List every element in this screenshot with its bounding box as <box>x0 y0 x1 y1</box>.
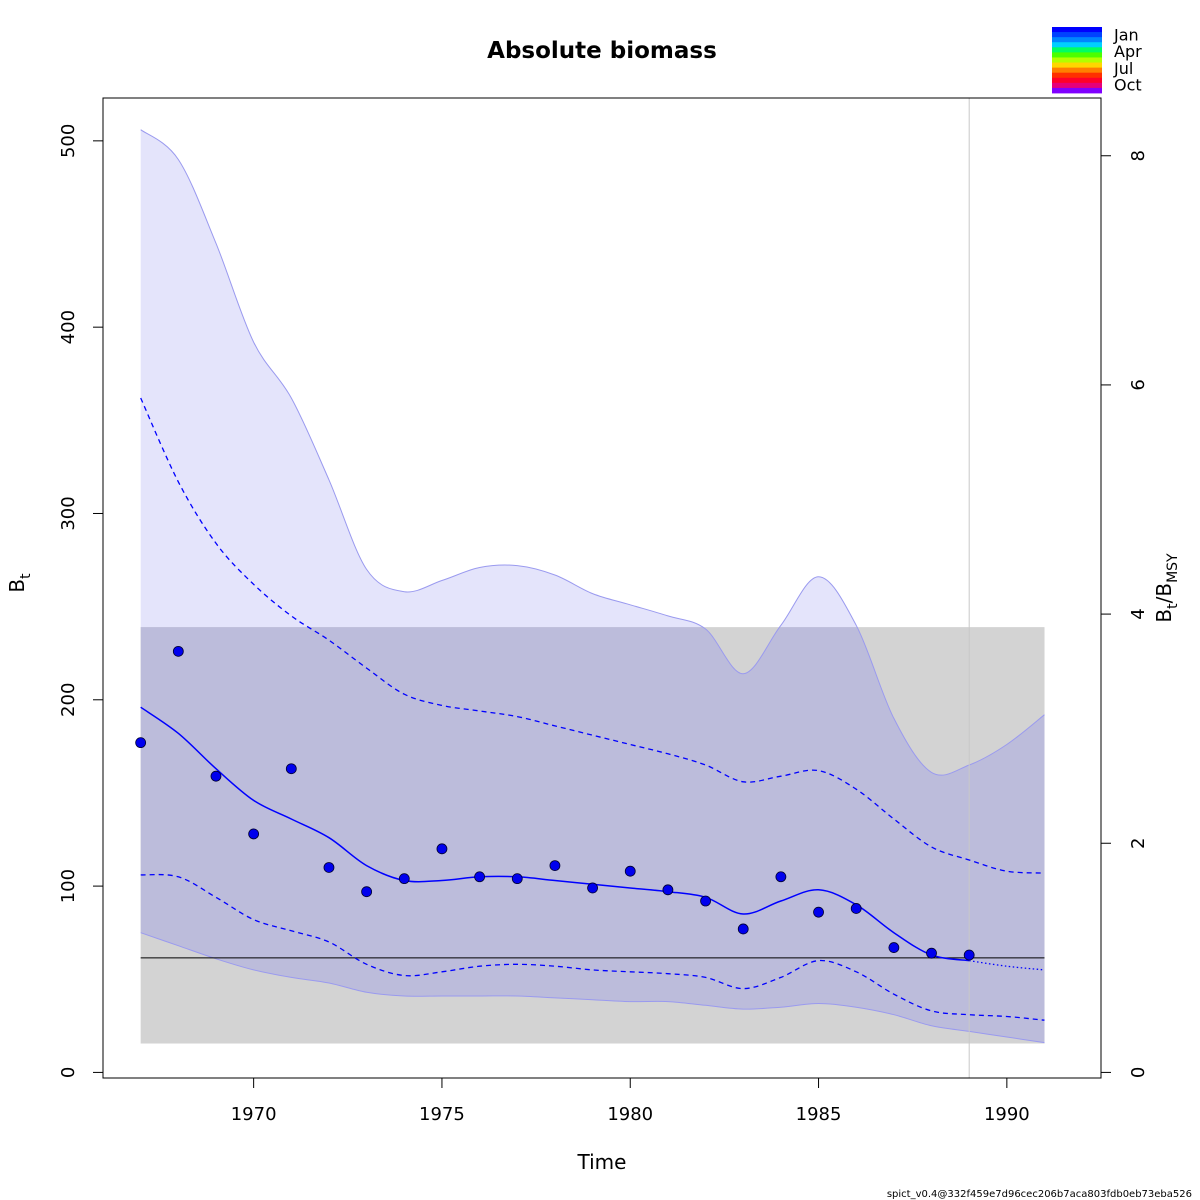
observation-point <box>135 737 147 749</box>
observation-point <box>624 865 636 877</box>
ci-upper-dashed-line <box>140 397 1045 874</box>
y2-tick-label: 6 <box>1128 379 1149 390</box>
y-axis-title: Bt <box>5 573 34 593</box>
y2-axis-title: Bt/BMSY <box>1152 553 1181 623</box>
observation-point <box>511 873 523 885</box>
band-lower-edge <box>140 932 1045 1044</box>
observation-point <box>963 949 975 961</box>
y-tick-label: 0 <box>58 1067 79 1078</box>
y-tick-label: 100 <box>58 869 79 903</box>
legend-color-swatch <box>1052 82 1102 89</box>
legend-color-swatch <box>1052 77 1102 84</box>
version-footer: spict_v0.4@332f459e7d96cec206b7aca803fdb… <box>887 1189 1192 1200</box>
band-upper-edge <box>140 129 1045 776</box>
x-tick-label: 1990 <box>984 1104 1030 1125</box>
legend-color-swatch <box>1052 42 1102 48</box>
plot-area <box>135 98 1045 1078</box>
observation-point <box>398 873 410 885</box>
legend-color-swatch <box>1052 67 1102 74</box>
observation-point <box>361 886 373 898</box>
observation-point <box>662 884 674 896</box>
biomass-forecast-line <box>969 959 1045 971</box>
y-tick-label: 300 <box>58 496 79 530</box>
observation-point <box>474 871 486 883</box>
observation-point <box>323 862 335 873</box>
observation-point <box>549 860 561 872</box>
y2-tick-label: 0 <box>1128 1067 1149 1078</box>
y-tick-label: 500 <box>58 124 79 158</box>
x-tick-label: 1975 <box>419 1104 465 1125</box>
x-tick-label: 1970 <box>231 1104 277 1125</box>
y-axis: 0 100 200 300 400 500 <box>58 124 104 1078</box>
ci-band-overlap <box>140 627 1045 1043</box>
ci-lower-dashed-line <box>140 873 1045 1021</box>
legend-color-swatch <box>1052 32 1102 38</box>
observation-point <box>285 763 297 775</box>
y2-tick-label: 4 <box>1128 608 1149 619</box>
observation-point <box>587 882 598 894</box>
observation-point <box>775 871 787 883</box>
observation-points <box>135 645 975 961</box>
observation-point <box>737 923 749 935</box>
observation-point <box>850 903 862 914</box>
observation-point <box>248 828 260 840</box>
observation-point <box>700 895 711 907</box>
y2-axis: 0 2 4 6 8 <box>1100 150 1149 1078</box>
legend-color-swatch <box>1052 62 1102 69</box>
legend-month-label: Jan <box>1113 26 1139 45</box>
y2-tick-label: 2 <box>1128 838 1149 849</box>
legend-color-swatch <box>1052 52 1102 58</box>
legend-color-swatch <box>1052 47 1102 53</box>
legend-month-label: Apr <box>1114 42 1142 61</box>
legend-color-swatch <box>1052 87 1102 94</box>
x-tick-label: 1980 <box>607 1104 653 1125</box>
x-tick-label: 1985 <box>796 1104 842 1125</box>
legend-color-swatch <box>1052 57 1102 63</box>
legend-color-swatch <box>1052 72 1102 79</box>
legend-color-swatch <box>1052 27 1102 33</box>
x-axis: 1970 1975 1980 1985 1990 <box>231 1077 1030 1125</box>
observation-point <box>436 843 448 855</box>
legend-month-label: Oct <box>1114 76 1142 95</box>
x-axis-title: Time <box>577 1150 627 1174</box>
observation-point <box>813 906 824 918</box>
observation-point <box>210 770 222 782</box>
y-tick-label: 200 <box>58 683 79 717</box>
observation-point <box>926 947 937 959</box>
chart-title: Absolute biomass <box>487 38 717 64</box>
observation-point <box>172 645 184 657</box>
biomass-estimate-line <box>140 706 970 962</box>
y-tick-label: 400 <box>58 310 79 344</box>
y2-tick-label: 8 <box>1128 150 1149 161</box>
legend-month-label: Jul <box>1113 59 1133 78</box>
observation-point <box>888 942 900 953</box>
legend-color-swatch <box>1052 37 1102 43</box>
